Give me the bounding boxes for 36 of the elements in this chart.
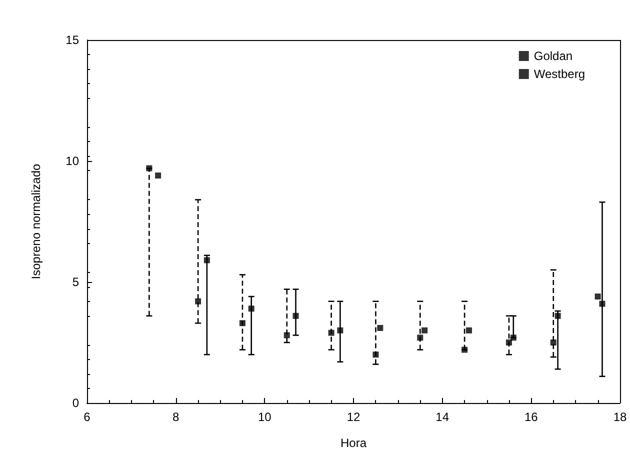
y-tick-label: 10 bbox=[66, 154, 80, 168]
point bbox=[506, 340, 512, 346]
x-tick-label: 6 bbox=[84, 410, 91, 424]
point bbox=[239, 320, 246, 326]
point bbox=[337, 327, 344, 334]
point bbox=[248, 306, 254, 312]
x-tick-label: 10 bbox=[258, 410, 272, 424]
point bbox=[466, 327, 472, 334]
point bbox=[462, 346, 468, 353]
point bbox=[328, 330, 334, 336]
point bbox=[377, 324, 384, 331]
y-tick-label: 15 bbox=[66, 33, 80, 47]
point bbox=[204, 257, 210, 264]
point bbox=[422, 327, 428, 334]
x-tick-label: 18 bbox=[613, 410, 627, 424]
point bbox=[554, 312, 561, 319]
point bbox=[594, 294, 601, 300]
point bbox=[195, 298, 202, 304]
point bbox=[284, 332, 290, 338]
x-tick-label: 8 bbox=[172, 410, 180, 424]
x-tick-label: 14 bbox=[436, 410, 450, 424]
x-tick-label: 12 bbox=[346, 410, 360, 424]
legend-label: Goldan bbox=[534, 49, 573, 63]
y-tick-label: 5 bbox=[72, 275, 80, 289]
y-tick-label: 0 bbox=[72, 396, 80, 410]
point bbox=[599, 300, 606, 307]
y-axis-title: Isopreno normalizado bbox=[29, 163, 43, 280]
x-tick-label: 16 bbox=[524, 410, 538, 424]
point bbox=[155, 172, 162, 179]
point bbox=[292, 312, 299, 319]
x-axis-title: Hora bbox=[340, 436, 367, 450]
point bbox=[372, 352, 379, 358]
point bbox=[417, 334, 424, 341]
point bbox=[550, 340, 556, 346]
legend-label: Westberg bbox=[534, 67, 586, 81]
point bbox=[146, 165, 152, 172]
